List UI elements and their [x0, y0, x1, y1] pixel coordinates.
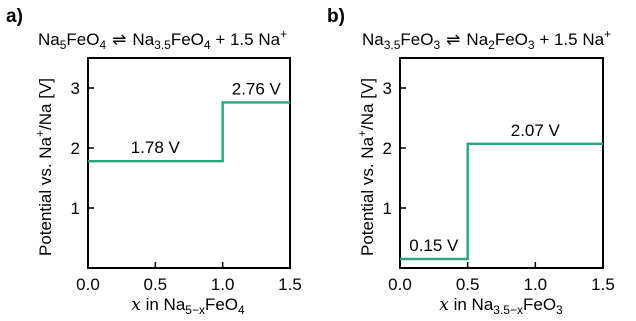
panel-b-voltage-annotation: 0.15 V — [409, 236, 459, 255]
panel-a-x-axis-label: x in Na5−xFeO4 — [131, 295, 245, 317]
panel-a-x-tick-label: 1.0 — [211, 275, 235, 294]
panel-a-label: a) — [6, 6, 23, 27]
panel-b-x-tick-label: 1.0 — [524, 275, 548, 294]
panel-b-x-axis-label: x in Na3.5−xFeO3 — [439, 295, 563, 317]
panel-a: a) Na5FeO4 ⇌ Na3.5FeO4 + 1.5 Na+ Potential… — [6, 6, 302, 317]
panel-b-label: b) — [327, 6, 345, 27]
panel-a-x-tick-label: 1.5 — [278, 275, 302, 294]
panel-b-y-axis-label: Potential vs. Na+/Na [V] — [355, 78, 377, 256]
panel-a-x-tick-label: 0.5 — [144, 275, 168, 294]
panel-a-y-tick-label: 1 — [71, 199, 80, 218]
panel-a-title: Na5FeO4 ⇌ Na3.5FeO4 + 1.5 Na+ — [38, 27, 287, 52]
panel-b-x-tick-label: 1.5 — [591, 275, 615, 294]
panel-a-y-tick-label: 2 — [71, 139, 80, 158]
panel-a-y-axis-label: Potential vs. Na+/Na [V] — [33, 78, 55, 256]
panel-b-plot-area: 0.0 0.5 1.0 1.5 1 2 3 0.15 V 2.07 V — [383, 57, 615, 294]
panel-b-y-tick-label: 3 — [383, 79, 392, 98]
panel-a-voltage-annotation: 1.78 V — [131, 138, 181, 157]
panel-b: b) Na3.5FeO3 ⇌ Na2FeO3 + 1.5 Na+ Potential… — [327, 6, 615, 317]
panel-b-title: Na3.5FeO3 ⇌ Na2FeO3 + 1.5 Na+ — [362, 27, 611, 52]
panel-b-y-tick-label: 2 — [383, 139, 392, 158]
panel-a-voltage-annotation: 2.76 V — [232, 79, 282, 98]
panel-a-axes-frame — [87, 57, 291, 269]
panel-a-y-tick-label: 3 — [71, 79, 80, 98]
panel-b-x-tick-label: 0.5 — [456, 275, 480, 294]
panel-b-potential-step-line — [400, 142, 603, 261]
panel-a-x-tick-label: 0.0 — [76, 275, 100, 294]
panel-b-y-tick-label: 1 — [383, 199, 392, 218]
panel-b-axes-frame — [399, 57, 604, 269]
panel-a-plot-area: 0.0 0.5 1.0 1.5 1 2 3 1.78 V 2.76 V — [71, 57, 302, 294]
panel-b-voltage-annotation: 2.07 V — [511, 121, 561, 140]
panel-a-potential-step-line — [88, 101, 290, 163]
panel-b-x-tick-label: 0.0 — [388, 275, 412, 294]
